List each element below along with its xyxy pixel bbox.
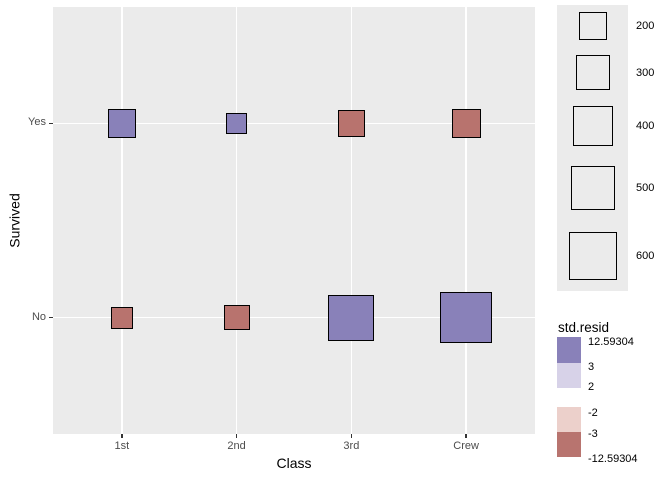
plot-panel bbox=[53, 7, 535, 434]
size-legend-key bbox=[573, 106, 613, 146]
x-tick bbox=[121, 434, 123, 438]
size-legend-label: 500 bbox=[636, 182, 655, 194]
x-tick-label: Crew bbox=[453, 440, 479, 452]
x-tick bbox=[350, 434, 353, 438]
v-gridline bbox=[235, 7, 238, 434]
fill-legend-label: -12.59304 bbox=[588, 452, 638, 465]
h-gridline bbox=[53, 316, 535, 319]
fill-legend-swatch bbox=[557, 407, 581, 432]
y-tick bbox=[49, 122, 53, 125]
fill-legend-label: 2 bbox=[588, 381, 595, 393]
h-gridline bbox=[53, 122, 535, 125]
fill-legend-label: 3 bbox=[588, 361, 595, 373]
size-legend-label: 400 bbox=[636, 120, 655, 132]
fill-legend-title: std.resid bbox=[558, 320, 610, 335]
fill-legend-swatch bbox=[557, 432, 581, 457]
data-square-crew-no bbox=[440, 291, 493, 344]
data-square-1st-no bbox=[110, 306, 133, 329]
x-tick-label: 3rd bbox=[343, 440, 360, 452]
size-legend-label: 200 bbox=[636, 20, 655, 32]
y-tick-label: Yes bbox=[28, 116, 46, 129]
size-legend-label: 600 bbox=[636, 250, 655, 262]
v-gridline bbox=[121, 7, 123, 434]
v-gridline bbox=[465, 7, 467, 434]
y-tick bbox=[49, 316, 53, 319]
x-axis-title: Class bbox=[276, 455, 312, 471]
size-legend-key bbox=[578, 11, 608, 41]
data-square-3rd-no bbox=[328, 294, 375, 341]
x-tick-label: 2nd bbox=[227, 440, 246, 452]
x-tick bbox=[465, 434, 467, 438]
data-square-1st-yes bbox=[107, 109, 137, 138]
size-legend-key bbox=[570, 165, 616, 211]
data-square-3rd-yes bbox=[338, 110, 365, 137]
fill-legend-label: -2 bbox=[588, 407, 598, 419]
fill-legend-label: -3 bbox=[588, 428, 598, 440]
x-tick-label: 1st bbox=[114, 440, 130, 452]
size-legend-label: 300 bbox=[636, 66, 655, 79]
fill-legend-label: 12.59304 bbox=[588, 336, 634, 348]
fill-legend-swatch bbox=[557, 337, 581, 363]
y-axis-title: Survived bbox=[6, 193, 23, 248]
data-square-crew-yes bbox=[451, 108, 481, 138]
fill-legend-swatch bbox=[557, 362, 581, 388]
data-square-2nd-yes bbox=[225, 112, 248, 135]
x-tick bbox=[235, 434, 238, 438]
y-tick-label: No bbox=[31, 310, 46, 323]
size-legend-key bbox=[575, 55, 611, 90]
size-legend-key bbox=[568, 231, 618, 281]
v-gridline bbox=[350, 7, 353, 434]
data-square-2nd-no bbox=[223, 304, 250, 331]
